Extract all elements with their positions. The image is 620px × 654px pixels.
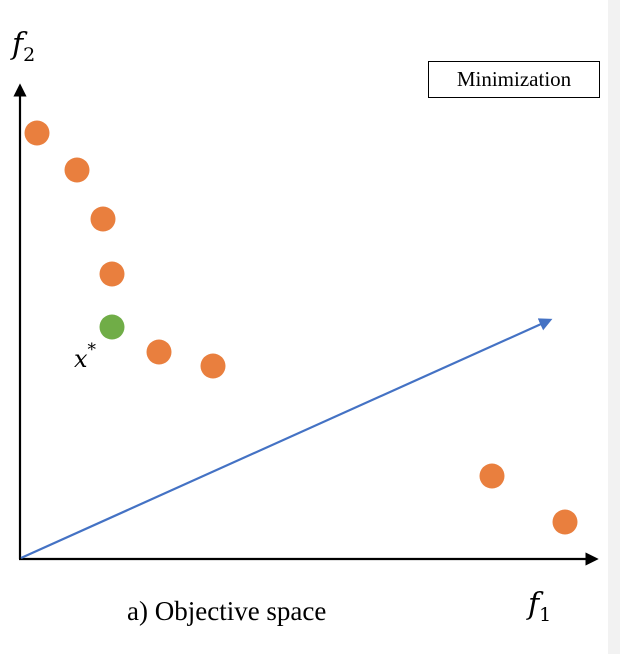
orange-point: [90, 206, 116, 232]
y-axis-label: f2: [10, 27, 35, 66]
right-margin-strip: [608, 0, 620, 654]
caption: a) Objective space: [127, 596, 326, 626]
direction-arrow: [20, 318, 553, 560]
optimal-point-label-var: x: [74, 345, 88, 373]
orange-point: [200, 353, 226, 379]
optimal-point-x-star: [99, 314, 125, 340]
y-axis-label-sub: 2: [23, 44, 35, 66]
orange-point: [99, 261, 125, 287]
minimization-label-box: Minimization: [428, 61, 600, 98]
optimal-point-label-sup: *: [88, 340, 97, 360]
orange-point: [479, 463, 505, 489]
orange-point: [552, 509, 578, 535]
orange-point: [64, 157, 90, 183]
optimal-point-label: x*: [74, 340, 97, 373]
minimization-label: Minimization: [456, 67, 572, 91]
x-axis-label-sub: 1: [539, 604, 551, 626]
orange-point: [24, 120, 50, 146]
x-axis-label: f1: [526, 587, 551, 626]
orange-point: [146, 339, 172, 365]
